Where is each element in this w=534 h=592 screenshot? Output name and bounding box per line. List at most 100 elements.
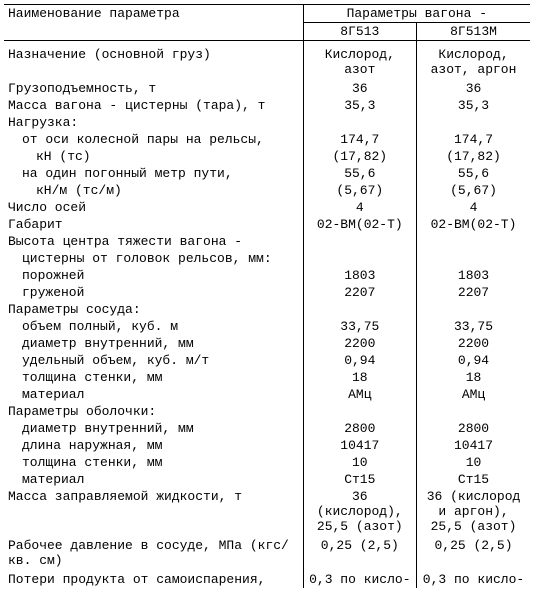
value-a: 55,6 xyxy=(303,165,416,182)
value-b: 55,6 xyxy=(417,165,530,182)
table-row: Масса вагона - цистерны (тара), т35,335,… xyxy=(4,97,530,114)
value-b: 174,7 xyxy=(417,131,530,148)
table-row: на один погонный метр пути,55,655,6 xyxy=(4,165,530,182)
value-a: Ст15 xyxy=(303,471,416,488)
param-label: от оси колесной пары на рельсы, xyxy=(4,131,303,148)
value-b: 10417 xyxy=(417,437,530,454)
value-a: 1803 xyxy=(303,267,416,284)
value-b xyxy=(417,233,530,250)
value-b xyxy=(417,301,530,318)
table-row: Масса заправляемой жидкости, т36 (кислор… xyxy=(4,488,530,535)
table-body: Назначение (основной груз)Кислород, азот… xyxy=(4,41,530,589)
value-b: 2207 xyxy=(417,284,530,301)
param-label: толщина стенки, мм xyxy=(4,454,303,471)
value-b xyxy=(417,114,530,131)
param-label: диаметр внутренний, мм xyxy=(4,335,303,352)
value-b: Кислород, азот, аргон xyxy=(417,41,530,79)
value-a: 0,25 (2,5) xyxy=(303,535,416,569)
param-label: Назначение (основной груз) xyxy=(4,41,303,79)
param-label: материал xyxy=(4,386,303,403)
param-label: Масса вагона - цистерны (тара), т xyxy=(4,97,303,114)
header-row-1: Наименование параметра Параметры вагона … xyxy=(4,5,530,23)
param-label: диаметр внутренний, мм xyxy=(4,420,303,437)
param-label: цистерны от головок рельсов, мм: xyxy=(4,250,303,267)
table-row: Нагрузка: xyxy=(4,114,530,131)
value-b: Ст15 xyxy=(417,471,530,488)
value-b: АМц xyxy=(417,386,530,403)
table-row: порожней18031803 xyxy=(4,267,530,284)
value-a: 10 xyxy=(303,454,416,471)
param-label: кН/м (тс/м) xyxy=(4,182,303,199)
value-a: 10417 xyxy=(303,437,416,454)
value-a: 2800 xyxy=(303,420,416,437)
table-row: материалСт15Ст15 xyxy=(4,471,530,488)
table-row: кН/м (тс/м)(5,67)(5,67) xyxy=(4,182,530,199)
param-label: Высота центра тяжести вагона - xyxy=(4,233,303,250)
value-a: 18 xyxy=(303,369,416,386)
table-row: Число осей44 xyxy=(4,199,530,216)
value-a: 36 xyxy=(303,78,416,97)
value-a xyxy=(303,403,416,420)
value-a: 33,75 xyxy=(303,318,416,335)
param-label: Потери продукта от самоиспарения, xyxy=(4,569,303,588)
value-b: 2800 xyxy=(417,420,530,437)
value-b: 02-ВМ(02-Т) xyxy=(417,216,530,233)
table-row: диаметр внутренний, мм22002200 xyxy=(4,335,530,352)
value-a: АМц xyxy=(303,386,416,403)
value-a xyxy=(303,233,416,250)
table-row: Потери продукта от самоиспарения,0,3 по … xyxy=(4,569,530,588)
value-a: Кислород, азот xyxy=(303,41,416,79)
table-row: Рабочее давление в сосуде, МПа (кгс/кв. … xyxy=(4,535,530,569)
value-a: 2207 xyxy=(303,284,416,301)
table-row: толщина стенки, мм1010 xyxy=(4,454,530,471)
param-label: удельный объем, куб. м/т xyxy=(4,352,303,369)
table-row: цистерны от головок рельсов, мм: xyxy=(4,250,530,267)
param-label: Нагрузка: xyxy=(4,114,303,131)
value-a: 36 (кислород), 25,5 (азот) xyxy=(303,488,416,535)
value-a: 174,7 xyxy=(303,131,416,148)
value-a xyxy=(303,301,416,318)
table-row: Габарит02-ВМ(02-Т)02-ВМ(02-Т) xyxy=(4,216,530,233)
value-b: 4 xyxy=(417,199,530,216)
param-label: кН (тс) xyxy=(4,148,303,165)
value-b xyxy=(417,250,530,267)
value-a: 02-ВМ(02-Т) xyxy=(303,216,416,233)
table-row: длина наружная, мм1041710417 xyxy=(4,437,530,454)
table-row: Назначение (основной груз)Кислород, азот… xyxy=(4,41,530,79)
param-label: Габарит xyxy=(4,216,303,233)
value-b: 1803 xyxy=(417,267,530,284)
value-b: 2200 xyxy=(417,335,530,352)
param-label: длина наружная, мм xyxy=(4,437,303,454)
param-label: объем полный, куб. м xyxy=(4,318,303,335)
table-row: Высота центра тяжести вагона - xyxy=(4,233,530,250)
spec-table: Наименование параметра Параметры вагона … xyxy=(4,4,530,588)
table-row: кН (тс)(17,82)(17,82) xyxy=(4,148,530,165)
value-a xyxy=(303,250,416,267)
table-row: Параметры сосуда: xyxy=(4,301,530,318)
value-a: 0,94 xyxy=(303,352,416,369)
table-row: от оси колесной пары на рельсы,174,7174,… xyxy=(4,131,530,148)
value-a: (5,67) xyxy=(303,182,416,199)
table-row: груженой22072207 xyxy=(4,284,530,301)
table-row: Параметры оболочки: xyxy=(4,403,530,420)
param-label: толщина стенки, мм xyxy=(4,369,303,386)
value-a: 0,3 по кисло- xyxy=(303,569,416,588)
param-label: Параметры оболочки: xyxy=(4,403,303,420)
table-row: материалАМцАМц xyxy=(4,386,530,403)
value-a: 2200 xyxy=(303,335,416,352)
param-label: Грузоподъемность, т xyxy=(4,78,303,97)
param-label: Масса заправляемой жидкости, т xyxy=(4,488,303,535)
value-a xyxy=(303,114,416,131)
param-label: Параметры сосуда: xyxy=(4,301,303,318)
value-b: (5,67) xyxy=(417,182,530,199)
header-col-a: 8Г513 xyxy=(303,23,416,41)
value-b: 36 (кислород и аргон), 25,5 (азот) xyxy=(417,488,530,535)
value-b: 0,3 по кисло- xyxy=(417,569,530,588)
table-row: диаметр внутренний, мм28002800 xyxy=(4,420,530,437)
param-label: на один погонный метр пути, xyxy=(4,165,303,182)
value-a: 4 xyxy=(303,199,416,216)
param-label: груженой xyxy=(4,284,303,301)
value-b: 0,25 (2,5) xyxy=(417,535,530,569)
table-row: Грузоподъемность, т3636 xyxy=(4,78,530,97)
value-b: 0,94 xyxy=(417,352,530,369)
